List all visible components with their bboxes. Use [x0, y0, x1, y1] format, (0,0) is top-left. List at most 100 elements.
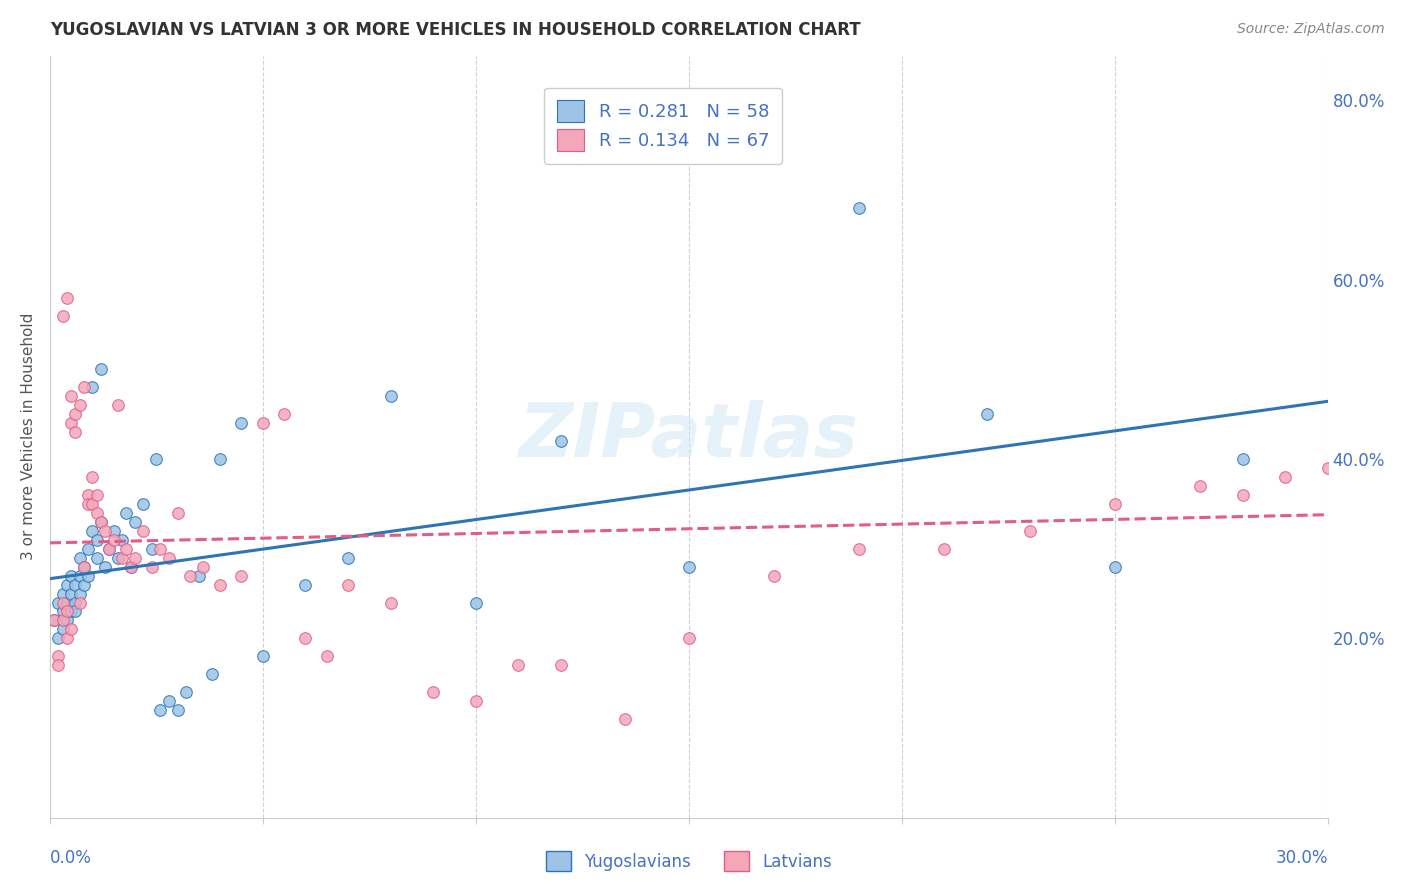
Point: [120, 559, 142, 574]
Point: [51, 586, 73, 600]
Point: [111, 550, 134, 565]
Point: [174, 685, 197, 699]
Point: [111, 533, 134, 547]
Point: [132, 524, 155, 538]
Point: [252, 649, 274, 664]
Point: [82, 380, 104, 394]
Point: [1232, 452, 1254, 467]
Point: [294, 577, 316, 591]
Point: [86, 488, 108, 502]
Point: [1104, 559, 1126, 574]
Point: [65, 407, 87, 421]
Point: [124, 550, 146, 565]
Point: [65, 425, 87, 440]
Point: [464, 694, 486, 708]
Point: [141, 541, 163, 556]
Point: [73, 559, 96, 574]
Point: [73, 380, 96, 394]
Text: YUGOSLAVIAN VS LATVIAN 3 OR MORE VEHICLES IN HOUSEHOLD CORRELATION CHART: YUGOSLAVIAN VS LATVIAN 3 OR MORE VEHICLE…: [49, 21, 860, 39]
Point: [294, 632, 316, 646]
Point: [46, 649, 69, 664]
Point: [1274, 470, 1296, 484]
Point: [51, 623, 73, 637]
Point: [422, 685, 444, 699]
Point: [613, 712, 636, 726]
Point: [69, 398, 91, 412]
Point: [55, 614, 77, 628]
Point: [73, 577, 96, 591]
Point: [107, 550, 129, 565]
Point: [55, 595, 77, 609]
Point: [149, 541, 172, 556]
Point: [69, 568, 91, 582]
Point: [201, 667, 224, 681]
Point: [46, 658, 69, 673]
Point: [77, 541, 100, 556]
Text: ZIPatlas: ZIPatlas: [519, 401, 859, 473]
Point: [90, 515, 112, 529]
Point: [73, 559, 96, 574]
Point: [231, 568, 253, 582]
Point: [60, 623, 83, 637]
Point: [77, 488, 100, 502]
Point: [51, 605, 73, 619]
Point: [82, 470, 104, 484]
Point: [69, 586, 91, 600]
Point: [60, 605, 83, 619]
Point: [1104, 497, 1126, 511]
Point: [82, 497, 104, 511]
Point: [336, 550, 359, 565]
Point: [94, 524, 117, 538]
Point: [934, 541, 956, 556]
Point: [1402, 443, 1406, 458]
Point: [848, 541, 870, 556]
Point: [86, 506, 108, 520]
Point: [166, 506, 188, 520]
Point: [55, 291, 77, 305]
Point: [69, 595, 91, 609]
Point: [157, 694, 180, 708]
Legend: Yugoslavians, Latvians: Yugoslavians, Latvians: [538, 844, 839, 878]
Point: [77, 497, 100, 511]
Point: [86, 550, 108, 565]
Point: [82, 524, 104, 538]
Point: [550, 434, 572, 449]
Text: 0.0%: 0.0%: [49, 849, 91, 867]
Point: [762, 568, 785, 582]
Point: [51, 595, 73, 609]
Point: [90, 362, 112, 376]
Point: [60, 568, 83, 582]
Point: [976, 407, 998, 421]
Point: [336, 577, 359, 591]
Point: [1188, 479, 1211, 493]
Point: [60, 416, 83, 430]
Point: [51, 614, 73, 628]
Text: 30.0%: 30.0%: [1275, 849, 1327, 867]
Point: [141, 559, 163, 574]
Point: [508, 658, 530, 673]
Point: [86, 533, 108, 547]
Point: [380, 389, 402, 403]
Point: [77, 568, 100, 582]
Point: [94, 559, 117, 574]
Point: [132, 497, 155, 511]
Point: [60, 586, 83, 600]
Point: [98, 541, 121, 556]
Point: [65, 577, 87, 591]
Y-axis label: 3 or more Vehicles in Household: 3 or more Vehicles in Household: [21, 313, 35, 560]
Point: [46, 595, 69, 609]
Point: [191, 559, 214, 574]
Point: [209, 577, 232, 591]
Point: [60, 389, 83, 403]
Point: [464, 595, 486, 609]
Point: [209, 452, 232, 467]
Point: [179, 568, 201, 582]
Point: [1018, 524, 1040, 538]
Point: [103, 533, 125, 547]
Point: [55, 605, 77, 619]
Point: [42, 614, 65, 628]
Point: [115, 541, 138, 556]
Point: [145, 452, 167, 467]
Point: [1316, 461, 1339, 475]
Point: [120, 559, 142, 574]
